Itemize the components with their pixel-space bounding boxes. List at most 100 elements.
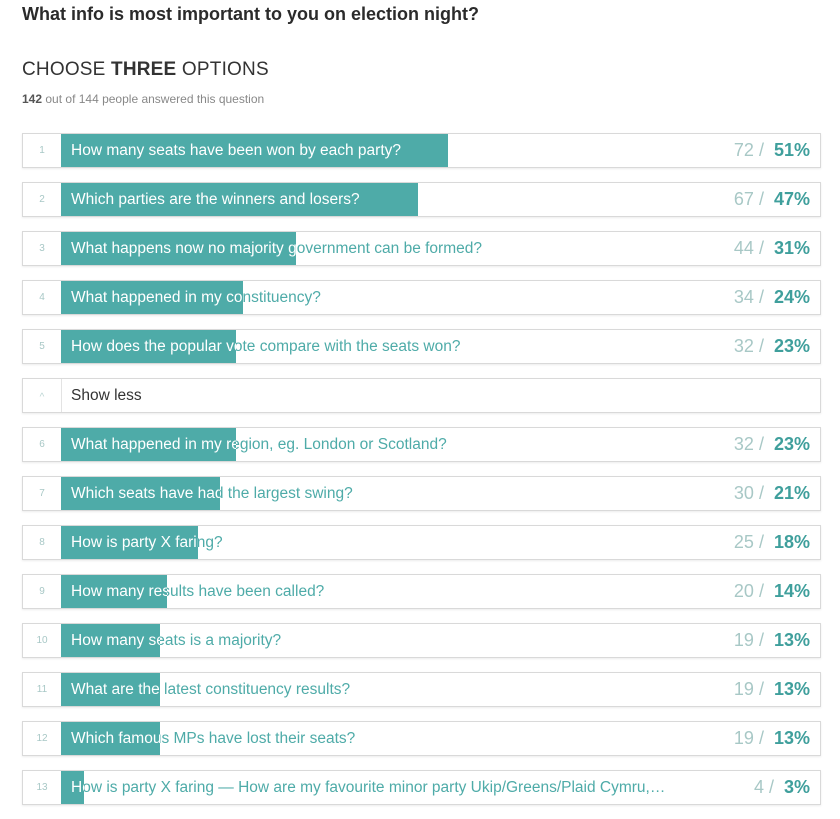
result-bar-track: Which parties are the winners and losers… <box>61 183 820 216</box>
result-stat: 72/ 51% <box>734 134 810 167</box>
result-label: What are the latest constituency results… <box>71 680 351 698</box>
result-label-on-bar: How is party X faring — How are my favou… <box>71 778 84 796</box>
result-separator: / <box>758 630 764 650</box>
result-bar-track: Which famous MPs have lost their seats? W… <box>61 722 820 755</box>
result-row: 4 What happened in my constituency? What h… <box>22 280 821 315</box>
result-stat: 19/ 13% <box>734 722 810 755</box>
result-label: How does the popular vote compare with t… <box>71 337 461 355</box>
result-label-on-bar: How does the popular vote compare with t… <box>71 337 236 355</box>
result-row: 1 How many seats have been won by each pa… <box>22 133 821 168</box>
result-percent: 51% <box>773 140 810 160</box>
result-stat: 44/ 31% <box>734 232 810 265</box>
result-label-overlay: What happened in my constituency? <box>61 281 243 314</box>
chevron-up-icon: ^ <box>23 379 62 412</box>
result-row: 2 Which parties are the winners and loser… <box>22 182 821 217</box>
result-percent: 3% <box>783 777 810 797</box>
result-label-overlay: How many seats is a majority? <box>61 624 160 657</box>
result-bar-track: What happened in my region, eg. London o… <box>61 428 820 461</box>
result-label-on-bar: What are the latest constituency results… <box>71 680 160 698</box>
result-percent: 18% <box>773 532 810 552</box>
result-stat: 19/ 13% <box>734 624 810 657</box>
result-separator: / <box>758 336 764 356</box>
result-votes: 72 <box>733 140 754 160</box>
result-rank: 1 <box>23 134 62 167</box>
result-votes: 25 <box>733 532 754 552</box>
result-bar-fill <box>61 428 236 461</box>
result-percent: 23% <box>773 336 810 356</box>
result-percent: 21% <box>773 483 810 503</box>
result-votes: 32 <box>733 434 754 454</box>
result-separator: / <box>758 532 764 552</box>
result-row: 10 How many seats is a majority? How many … <box>22 623 821 658</box>
show-less-area: Show less <box>61 379 820 412</box>
result-votes: 67 <box>733 189 754 209</box>
result-label-overlay: Which seats have had the largest swing? <box>61 477 220 510</box>
result-label: What happened in my region, eg. London o… <box>71 435 447 453</box>
result-rank: 9 <box>23 575 62 608</box>
result-label-overlay: How does the popular vote compare with t… <box>61 330 236 363</box>
result-votes: 19 <box>733 679 754 699</box>
show-less-button[interactable]: ^ Show less <box>22 378 821 413</box>
result-row: 13 How is party X faring — How are my fav… <box>22 770 821 805</box>
question-title: What info is most important to you on el… <box>22 4 479 24</box>
result-label-on-bar: Which seats have had the largest swing? <box>71 484 221 502</box>
result-label-overlay: How is party X faring? <box>61 526 198 559</box>
result-votes: 34 <box>733 287 754 307</box>
result-bar-fill <box>61 575 168 608</box>
result-bar-track: What happens now no majority government … <box>61 232 820 265</box>
result-rank: 8 <box>23 526 62 559</box>
instruction-prefix: CHOOSE <box>22 59 106 80</box>
result-row: 12 Which famous MPs have lost their seats… <box>22 721 821 756</box>
result-stat: 19/ 13% <box>734 673 810 706</box>
result-bar-fill <box>61 183 418 216</box>
result-stat: 32/ 23% <box>734 330 810 363</box>
result-label: How many seats is a majority? <box>71 631 282 649</box>
result-rank: 11 <box>23 673 62 706</box>
result-label-on-bar: Which famous MPs have lost their seats? <box>71 729 160 747</box>
result-votes: 44 <box>733 238 754 258</box>
result-percent: 13% <box>773 728 810 748</box>
result-row: 11 What are the latest constituency resul… <box>22 672 821 707</box>
result-votes: 4 <box>753 777 764 797</box>
result-label-on-bar: How is party X faring? <box>71 533 198 551</box>
result-separator: / <box>758 483 764 503</box>
answered-summary: 142 out of 144 people answered this ques… <box>22 92 264 106</box>
result-percent: 31% <box>773 238 810 258</box>
result-bar-track: Which seats have had the largest swing? W… <box>61 477 820 510</box>
result-percent: 47% <box>773 189 810 209</box>
result-separator: / <box>758 728 764 748</box>
result-stat: 67/ 47% <box>734 183 810 216</box>
result-stat: 20/ 14% <box>734 575 810 608</box>
result-bar-fill <box>61 624 160 657</box>
result-row: 5 How does the popular vote compare with … <box>22 329 821 364</box>
result-bar-track: How many results have been called? How ma… <box>61 575 820 608</box>
result-percent: 23% <box>773 434 810 454</box>
result-percent: 13% <box>773 679 810 699</box>
result-votes: 30 <box>733 483 754 503</box>
answered-text: out of 144 people answered this question <box>45 92 265 106</box>
result-rank: 7 <box>23 477 62 510</box>
result-bar-fill <box>61 673 160 706</box>
result-separator: / <box>758 238 764 258</box>
result-row: 6 What happened in my region, eg. London … <box>22 427 821 462</box>
result-bar-fill <box>61 526 198 559</box>
result-label-on-bar: Which parties are the winners and losers… <box>71 190 360 208</box>
result-label-overlay: Which parties are the winners and losers… <box>61 183 418 216</box>
result-rank: 2 <box>23 183 62 216</box>
result-bar-track: How does the popular vote compare with t… <box>61 330 820 363</box>
result-label-on-bar: How many seats is a majority? <box>71 631 160 649</box>
result-label-overlay: What are the latest constituency results… <box>61 673 160 706</box>
result-stat: 30/ 21% <box>734 477 810 510</box>
result-separator: / <box>758 581 764 601</box>
result-bar-fill <box>61 477 221 510</box>
result-row: 3 What happens now no majority government… <box>22 231 821 266</box>
answered-count: 142 <box>22 92 43 106</box>
caret-glyph: ^ <box>39 392 45 403</box>
result-separator: / <box>758 140 764 160</box>
instruction: CHOOSE THREE OPTIONS <box>22 59 269 81</box>
result-rank: 4 <box>23 281 62 314</box>
result-bar-track: How many seats is a majority?How many se… <box>61 624 820 657</box>
results-list: 1 How many seats have been won by each pa… <box>22 133 821 819</box>
result-separator: / <box>758 434 764 454</box>
result-bar-fill <box>61 722 160 755</box>
